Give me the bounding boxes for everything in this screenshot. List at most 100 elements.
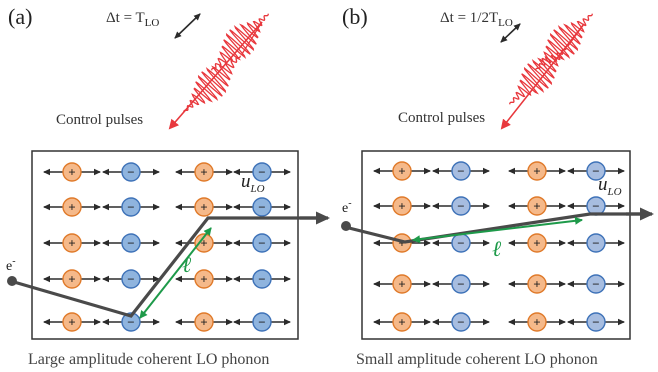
panel-b-u-label: uLO	[598, 174, 622, 198]
negative-ion-sign: −	[592, 164, 599, 179]
negative-ion	[252, 162, 272, 182]
positive-ion	[527, 274, 547, 294]
panel-a-electron-label: e-	[6, 256, 16, 274]
positive-ion	[62, 197, 82, 217]
panel-b-control-label: Control pulses	[398, 110, 485, 126]
negative-ion-sign: −	[592, 277, 599, 292]
negative-ion-sign: −	[592, 236, 599, 251]
positive-ion-sign: +	[200, 315, 207, 330]
positive-ion	[392, 274, 412, 294]
control-pulse	[211, 13, 269, 71]
positive-ion-sign: +	[398, 236, 405, 251]
negative-ion-sign: −	[258, 236, 265, 251]
panel-a-electron	[7, 276, 17, 286]
negative-ion	[252, 269, 272, 289]
positive-ion-sign: +	[68, 272, 75, 287]
panel-a: (a) Δt = TLO Control pulses + − + − + − + − + − + −…	[6, 4, 330, 368]
negative-ion-sign: −	[592, 199, 599, 214]
negative-ion	[121, 197, 141, 217]
panel-b-pulse-train	[500, 13, 593, 130]
positive-ion-sign: +	[533, 164, 540, 179]
panel-b-delay-arrow	[500, 23, 521, 43]
panel-a-u-label: uLO	[241, 171, 265, 195]
negative-ion	[252, 197, 272, 217]
positive-ion	[62, 269, 82, 289]
negative-ion-sign: −	[457, 236, 464, 251]
negative-ion-sign: −	[592, 315, 599, 330]
negative-ion-sign: −	[258, 200, 265, 215]
panel-b-lattice-box	[361, 150, 631, 340]
panel-a-mfp-arrow	[139, 227, 212, 319]
negative-ion	[121, 162, 141, 182]
control-pulse	[183, 55, 241, 113]
pulse-direction-arrow	[168, 21, 263, 130]
panel-a-delay-label: Δt = TLO	[106, 10, 159, 29]
negative-ion	[451, 161, 471, 181]
panel-a-mfp-label: ℓ	[182, 252, 192, 277]
panel-b: (b) Δt = 1/2TLO Control pulses + − + − + − + − +…	[341, 4, 654, 368]
negative-ion-sign: −	[127, 200, 134, 215]
pulse-axis	[567, 23, 585, 47]
pulse-axis	[241, 21, 263, 55]
positive-ion-sign: +	[200, 200, 207, 215]
negative-ion-sign: −	[127, 315, 134, 330]
positive-ion	[62, 233, 82, 253]
positive-ion	[62, 162, 82, 182]
positive-ion	[527, 161, 547, 181]
negative-ion	[586, 233, 606, 253]
positive-ion-sign: +	[398, 277, 405, 292]
positive-ion-sign: +	[533, 199, 540, 214]
negative-ion-sign: −	[127, 165, 134, 180]
negative-ion-sign: −	[457, 164, 464, 179]
positive-ion-sign: +	[68, 315, 75, 330]
negative-ion-sign: −	[258, 272, 265, 287]
positive-ion-sign: +	[533, 277, 540, 292]
negative-ion	[451, 274, 471, 294]
panel-b-caption: Small amplitude coherent LO phonon	[356, 351, 598, 368]
control-pulse	[509, 47, 567, 105]
panel-a-letter: (a)	[8, 4, 32, 29]
positive-ion	[392, 196, 412, 216]
panel-b-electron	[341, 221, 351, 231]
panel-a-caption: Large amplitude coherent LO phonon	[28, 351, 269, 368]
positive-ion	[527, 196, 547, 216]
negative-ion-sign: −	[258, 315, 265, 330]
negative-ion	[586, 312, 606, 332]
positive-ion	[527, 312, 547, 332]
positive-ion	[194, 162, 214, 182]
panel-a-lattice-box	[31, 150, 299, 340]
negative-ion	[252, 233, 272, 253]
panel-a-pulse-train	[168, 13, 269, 130]
positive-ion	[392, 312, 412, 332]
panel-a-electron-trajectory	[13, 216, 320, 318]
negative-ion	[451, 312, 471, 332]
negative-ion	[451, 196, 471, 216]
pulse-direction-arrow	[500, 23, 585, 130]
negative-ion-sign: −	[457, 315, 464, 330]
positive-ion-sign: +	[68, 200, 75, 215]
panel-a-control-label: Control pulses	[56, 112, 143, 128]
negative-ion-sign: −	[127, 236, 134, 251]
positive-ion-sign: +	[68, 165, 75, 180]
negative-ion-sign: −	[457, 199, 464, 214]
negative-ion	[252, 312, 272, 332]
positive-ion-sign: +	[398, 315, 405, 330]
positive-ion-sign: +	[398, 164, 405, 179]
panel-b-delay-label: Δt = 1/2TLO	[440, 10, 513, 29]
positive-ion-sign: +	[200, 272, 207, 287]
panel-b-mfp-arrow	[412, 216, 583, 244]
positive-ion-sign: +	[533, 236, 540, 251]
positive-ion	[62, 312, 82, 332]
panel-b-electron-label: e-	[342, 198, 352, 216]
negative-ion	[121, 312, 141, 332]
positive-ion-sign: +	[200, 165, 207, 180]
negative-ion-sign: −	[457, 277, 464, 292]
positive-ion-sign: +	[533, 315, 540, 330]
control-pulse	[535, 13, 593, 71]
positive-ion	[194, 197, 214, 217]
negative-ion	[586, 161, 606, 181]
panel-b-letter: (b)	[342, 4, 368, 29]
positive-ion-sign: +	[398, 199, 405, 214]
panel-b-mfp-label: ℓ	[492, 236, 502, 261]
